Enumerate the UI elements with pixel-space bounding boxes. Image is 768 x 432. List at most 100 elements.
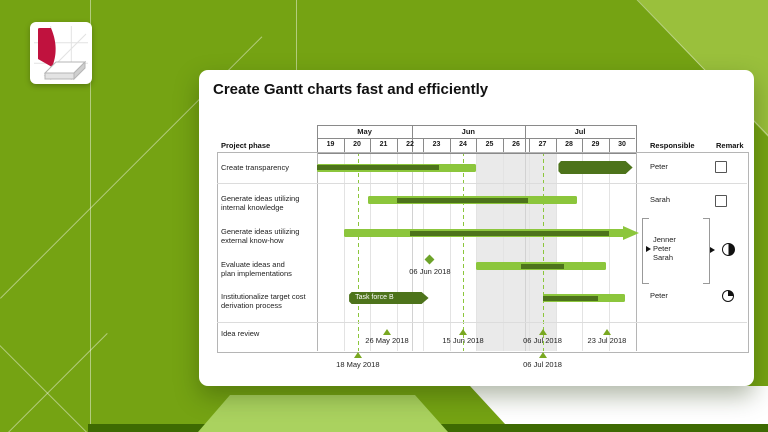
slide-title: Create Gantt charts fast and efficiently: [213, 81, 489, 98]
grid-line: [529, 152, 531, 351]
gantt-bar-solid: [558, 161, 632, 174]
responsible-group-bracket-right: [703, 218, 710, 284]
review-marker-label: 15 Jun 2018: [442, 336, 484, 345]
pointer-icon: [710, 246, 715, 253]
month-cell-border: [524, 124, 526, 152]
month-grid-line: [524, 152, 526, 351]
phase-label: Evaluate ideas and plan implementations: [221, 259, 292, 278]
week-cell: 23: [432, 141, 441, 148]
week-cell-border: [608, 138, 610, 152]
week-cell: 19: [326, 141, 335, 148]
bg-bottom-chevron: [198, 395, 448, 432]
review-marker-label: 26 May 2018: [365, 336, 409, 345]
gantt-bar-progress: [396, 197, 528, 203]
week-cell-border: [582, 138, 584, 152]
grid-line: [449, 152, 451, 351]
row-separator: [217, 322, 747, 323]
pie-chart-icon: [722, 289, 734, 302]
grid-line: [555, 152, 557, 351]
gantt-chart: Project phase Responsible Remark May Jun J…: [199, 70, 754, 386]
week-cell: 27: [538, 141, 547, 148]
pointer-icon: [646, 246, 651, 252]
bg-line-vertical-top: [296, 0, 297, 70]
responsible-group-bracket-left: [642, 218, 649, 284]
bg-line-vertical-left: [90, 0, 91, 432]
gantt-bar: [343, 229, 625, 237]
month-cell: Jul: [574, 126, 586, 136]
phase-label: Institutionalize target cost derivation …: [221, 291, 306, 310]
month-cell: May: [357, 126, 372, 136]
week-cell-border: [343, 138, 345, 152]
week-cell: 29: [591, 141, 600, 148]
gantt-task-bar: Task force B: [349, 292, 429, 304]
date-marker-label: 18 May 2018: [336, 360, 380, 369]
week-cell: 25: [485, 141, 494, 148]
responsible-name: Sarah: [650, 195, 671, 204]
gantt-bar-progress: [317, 165, 440, 170]
grid-line: [370, 152, 372, 351]
gantt-bar-arrowhead: [622, 226, 639, 240]
week-cell: 24: [459, 141, 467, 148]
week-cell-border: [502, 138, 504, 152]
date-marker-icon: [538, 352, 547, 358]
responsible-name: Peter: [653, 244, 671, 253]
slide-card: Create Gantt charts fast and efficiently…: [199, 70, 754, 386]
phase-label: Create transparency: [221, 163, 289, 172]
week-cell-border: [476, 138, 478, 152]
gantt-bar-progress: [542, 295, 599, 301]
week-cell-border: [529, 138, 531, 152]
row-separator: [217, 182, 747, 184]
checkbox-icon: [715, 194, 727, 207]
grid-line: [582, 152, 584, 351]
week-cell-border: [396, 138, 398, 152]
week-cell-border: [370, 138, 372, 152]
week-cell: 26: [512, 141, 520, 148]
grid-line: [502, 152, 504, 351]
remark-header: Remark: [716, 141, 744, 150]
review-marker-icon: [538, 328, 547, 335]
grid-line: [396, 152, 398, 351]
brand-logo-graphic: [34, 26, 88, 81]
milestone-label: 06 Jun 2018: [409, 266, 451, 276]
review-marker-icon: [382, 328, 391, 335]
review-marker-label: 06 Jul 2018: [523, 336, 562, 345]
label-column-border: [317, 152, 319, 351]
gantt-bar: [317, 163, 477, 172]
grid-line: [423, 152, 425, 351]
grid-line: [476, 152, 478, 351]
brand-logo: [30, 22, 92, 84]
phase-label: Idea review: [221, 329, 260, 338]
responsible-header: Responsible: [650, 141, 695, 150]
dashed-guide-line: [542, 152, 544, 351]
responsible-name: Sarah: [653, 253, 674, 262]
week-cell: 20: [353, 141, 361, 148]
review-marker-icon: [459, 328, 468, 335]
grid-line: [608, 152, 610, 351]
harvey-ball-icon: [721, 243, 735, 256]
month-cell: Jun: [461, 126, 475, 136]
responsible-name: Peter: [650, 162, 668, 171]
gantt-bar: [542, 294, 625, 302]
week-cell-border: [449, 138, 451, 152]
month-cell-border: [411, 124, 413, 152]
review-marker-label: 23 Jul 2018: [587, 336, 627, 345]
week-cell-border: [423, 138, 425, 152]
bg-line-diagonal-bottomleft-b: [8, 333, 108, 432]
week-cell: 21: [379, 141, 388, 148]
date-marker-icon: [353, 352, 362, 358]
checkbox-icon: [715, 161, 727, 173]
project-phase-header: Project phase: [221, 141, 271, 150]
week-cell: 30: [618, 141, 626, 148]
bg-bottom-white-area: [470, 386, 768, 424]
gantt-bar-progress: [521, 263, 564, 269]
phase-label: Generate ideas utilizing internal knowle…: [221, 193, 300, 212]
gantt-bar: [476, 262, 607, 270]
month-grid-line: [411, 152, 413, 351]
week-cell: 28: [565, 141, 573, 148]
responsible-name: Jenner: [653, 235, 676, 244]
table-outline: [217, 152, 749, 353]
review-marker-icon: [602, 328, 611, 335]
week-cell-border: [555, 138, 557, 152]
gantt-bar: [367, 196, 577, 204]
bg-line-diagonal-bottomleft-a: [0, 345, 92, 432]
